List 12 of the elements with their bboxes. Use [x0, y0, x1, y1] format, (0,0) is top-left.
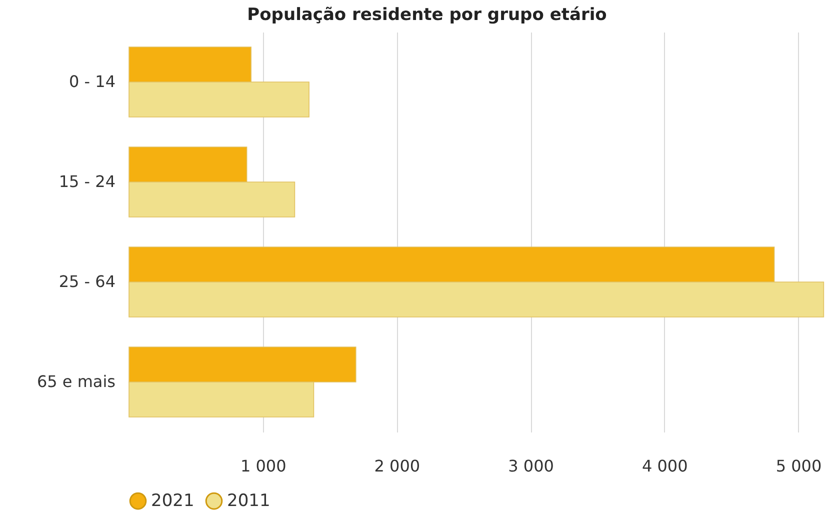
chart-title: População residente por grupo etário: [247, 5, 607, 25]
legend-label: 2011: [227, 491, 270, 512]
legend-label: 2021: [151, 491, 194, 512]
y-tick-label: 65 e mais: [36, 372, 116, 391]
x-tick-label: 1 000: [240, 456, 286, 476]
x-tick-label: 2 000: [374, 456, 420, 476]
y-tick-label: 25 - 64: [58, 272, 116, 291]
x-tick-label: 5 000: [776, 456, 822, 476]
y-tick-label: 15 - 24: [58, 172, 116, 191]
y-tick-label: 0 - 14: [69, 72, 116, 91]
x-tick-label: 3 000: [508, 456, 554, 476]
x-tick-label: 4 000: [642, 456, 688, 476]
